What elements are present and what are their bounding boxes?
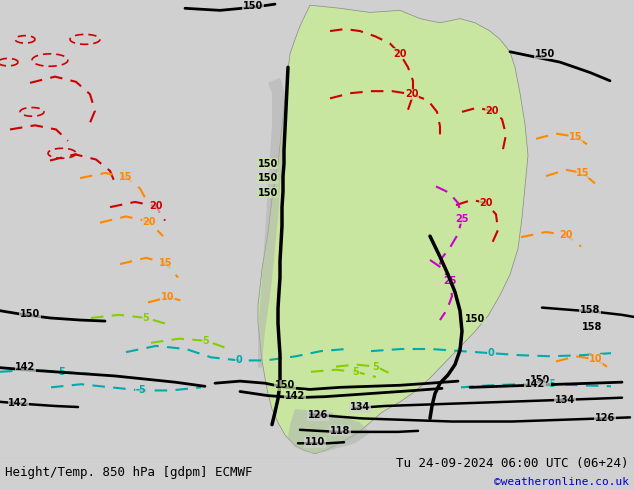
Text: Height/Temp. 850 hPa [gdpm] ECMWF: Height/Temp. 850 hPa [gdpm] ECMWF bbox=[5, 466, 252, 479]
Text: 126: 126 bbox=[595, 414, 615, 423]
Text: 15: 15 bbox=[569, 132, 583, 142]
Text: 15: 15 bbox=[119, 172, 133, 182]
Text: 158: 158 bbox=[580, 305, 600, 315]
Text: 15: 15 bbox=[576, 168, 590, 178]
Text: 20: 20 bbox=[485, 106, 499, 116]
Text: 118: 118 bbox=[330, 426, 350, 436]
Text: 126: 126 bbox=[308, 410, 328, 420]
Text: 20: 20 bbox=[149, 201, 163, 211]
Text: 20: 20 bbox=[405, 89, 418, 99]
Text: 25: 25 bbox=[443, 276, 456, 286]
Text: 20: 20 bbox=[559, 230, 573, 240]
Text: 20: 20 bbox=[393, 49, 407, 59]
Polygon shape bbox=[288, 409, 370, 454]
Text: 134: 134 bbox=[555, 395, 575, 405]
Text: 150: 150 bbox=[465, 314, 485, 324]
Text: 5: 5 bbox=[143, 313, 150, 323]
Text: 15: 15 bbox=[159, 258, 172, 268]
Text: 134: 134 bbox=[350, 402, 370, 412]
Text: 150: 150 bbox=[258, 173, 278, 183]
Text: 20: 20 bbox=[479, 198, 493, 208]
Text: 150: 150 bbox=[258, 159, 278, 169]
Text: 150: 150 bbox=[243, 1, 263, 11]
Text: 150: 150 bbox=[530, 375, 550, 385]
Text: 10: 10 bbox=[161, 292, 175, 302]
Polygon shape bbox=[258, 78, 285, 368]
Text: 0: 0 bbox=[488, 348, 495, 358]
Text: 150: 150 bbox=[535, 49, 555, 59]
Text: 0: 0 bbox=[236, 355, 242, 366]
Text: -5: -5 bbox=[136, 386, 146, 395]
Text: Tu 24-09-2024 06:00 UTC (06+24): Tu 24-09-2024 06:00 UTC (06+24) bbox=[396, 457, 629, 470]
Text: 5: 5 bbox=[353, 367, 359, 377]
Polygon shape bbox=[258, 5, 528, 454]
Text: 110: 110 bbox=[305, 437, 325, 447]
Text: 5: 5 bbox=[203, 336, 209, 346]
Text: 150: 150 bbox=[275, 380, 295, 390]
Text: 150: 150 bbox=[258, 188, 278, 197]
Text: 150: 150 bbox=[20, 309, 40, 319]
Text: 25: 25 bbox=[455, 214, 469, 223]
Text: 142: 142 bbox=[15, 362, 36, 371]
Text: 142: 142 bbox=[525, 379, 545, 389]
Text: 142: 142 bbox=[285, 391, 305, 401]
Text: 142: 142 bbox=[8, 398, 29, 408]
Text: 158: 158 bbox=[582, 322, 602, 332]
Text: -5: -5 bbox=[56, 367, 67, 377]
Text: 20: 20 bbox=[142, 217, 156, 227]
Text: 10: 10 bbox=[589, 354, 603, 365]
Text: 5: 5 bbox=[373, 362, 379, 371]
Text: -5: -5 bbox=[546, 379, 557, 389]
Text: ©weatheronline.co.uk: ©weatheronline.co.uk bbox=[494, 477, 629, 487]
